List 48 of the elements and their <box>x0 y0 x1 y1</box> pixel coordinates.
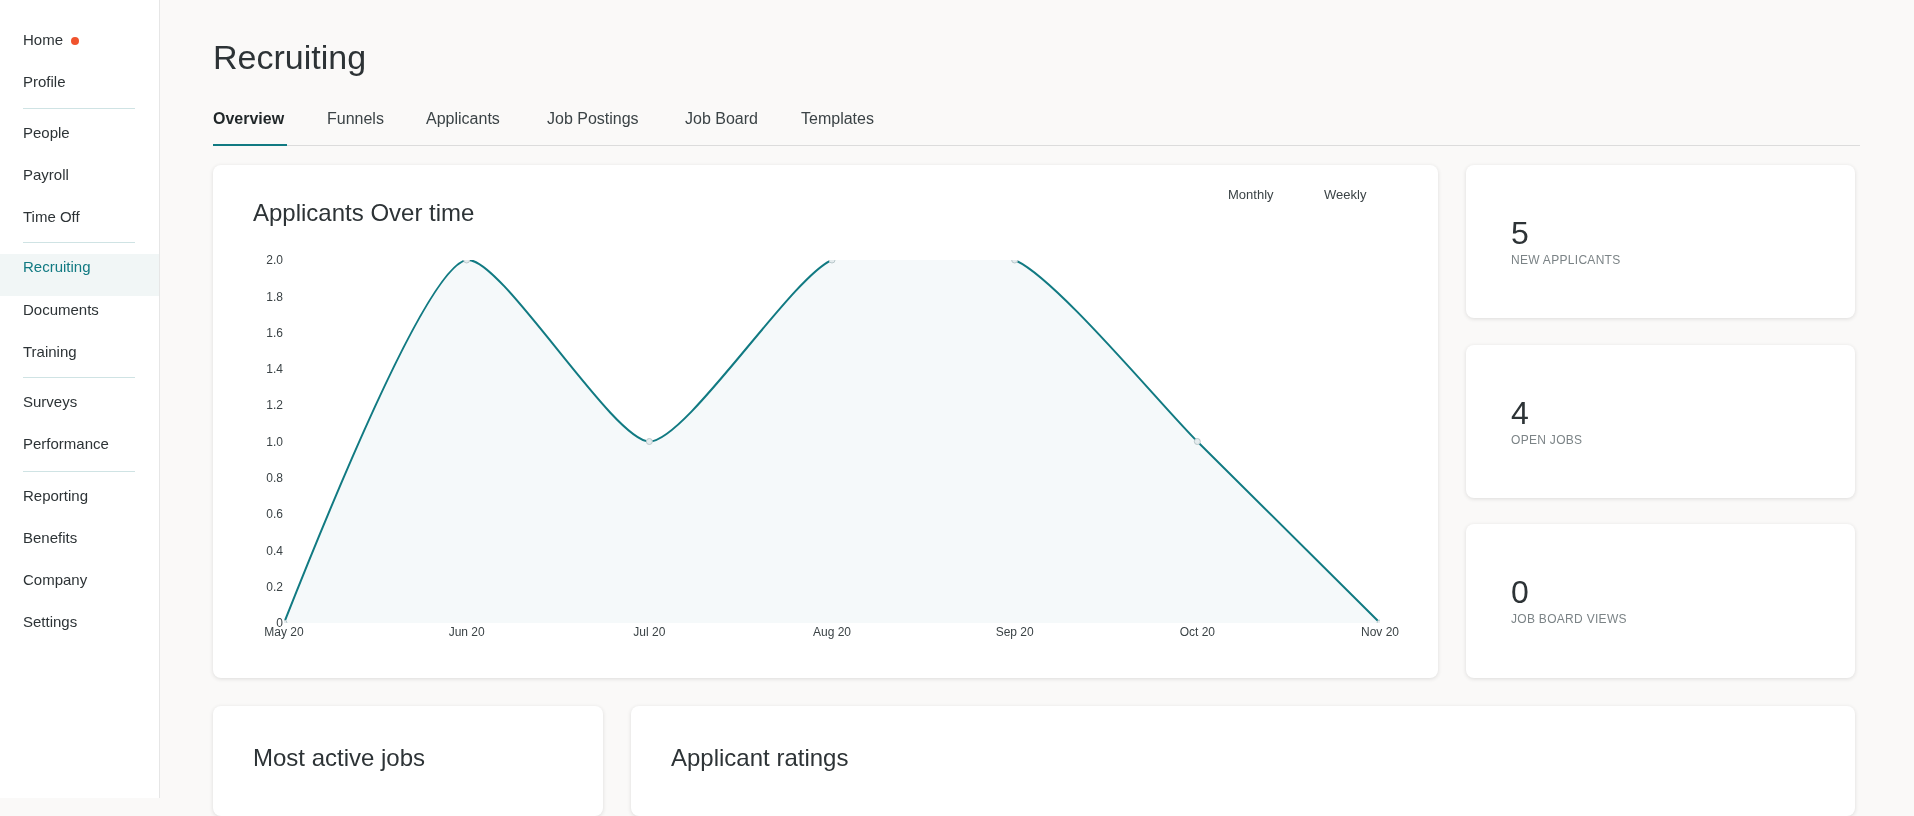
x-tick-label: Sep 20 <box>995 625 1035 639</box>
text: NEW APPLICANTS <box>1511 253 1621 267</box>
text: Training <box>23 343 77 360</box>
text: Applicant ratings <box>671 744 849 772</box>
text: Most active jobs <box>253 744 426 772</box>
x-tick-label: Oct 20 <box>1179 625 1216 639</box>
y-tick-label: 1.6 <box>266 325 284 340</box>
x-tick-label: Nov 20 <box>1360 625 1400 639</box>
y-tick-label: 1.2 <box>266 398 284 413</box>
text: Templates <box>801 110 874 128</box>
text: 5 <box>1511 215 1529 252</box>
text: Settings <box>23 613 78 630</box>
text: JOB BOARD VIEWS <box>1511 612 1627 626</box>
text: Surveys <box>23 393 78 410</box>
chart-title: Applicants Over time <box>253 199 475 227</box>
text: Recruiting <box>23 258 91 275</box>
text: Performance <box>23 435 109 452</box>
y-tick-label: 2.0 <box>266 253 284 268</box>
y-tick-label: 0.6 <box>266 507 284 522</box>
text: Profile <box>23 73 66 90</box>
text: Benefits <box>23 529 78 546</box>
text: Funnels <box>327 110 384 128</box>
text: Reporting <box>23 487 89 504</box>
text: 4 <box>1511 395 1529 432</box>
text: Home <box>23 31 64 48</box>
text: Job Postings <box>547 110 639 128</box>
text: Company <box>23 571 88 588</box>
text: Time Off <box>23 208 80 225</box>
x-tick-label: Jul 20 <box>633 625 666 639</box>
y-tick-label: 0.4 <box>266 543 284 558</box>
text: People <box>23 124 70 141</box>
text: Applicants <box>426 110 500 128</box>
y-tick-label: 1.8 <box>266 289 284 304</box>
text: OPEN JOBS <box>1511 433 1583 447</box>
y-tick-label: 0.2 <box>266 579 284 594</box>
x-tick-label: Jun 20 <box>448 625 486 639</box>
x-tick-label: Aug 20 <box>812 625 852 639</box>
y-tick-label: 1.4 <box>266 362 284 377</box>
text: 0 <box>1511 574 1529 611</box>
y-tick-label: 0.8 <box>266 471 284 485</box>
text: Monthly <box>1228 187 1275 202</box>
text: Documents <box>23 301 99 318</box>
text: Recruiting <box>213 38 367 77</box>
text: Weekly <box>1324 187 1367 202</box>
y-tick-label: 1.0 <box>266 434 284 449</box>
text: Payroll <box>23 166 69 183</box>
text: Overview <box>213 110 285 128</box>
text: Job Board <box>685 110 758 128</box>
